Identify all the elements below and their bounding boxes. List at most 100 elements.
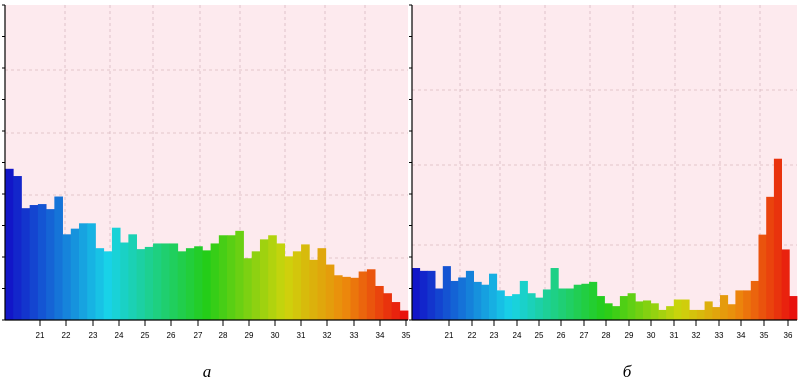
histogram-bar <box>496 290 505 320</box>
histogram-bar <box>481 284 490 320</box>
histogram-bar <box>673 299 682 320</box>
histogram-bar <box>144 246 154 320</box>
x-tick-label: 21 <box>36 331 45 340</box>
histogram-bar <box>773 158 782 320</box>
histogram-bar <box>743 290 752 320</box>
histogram-bar <box>350 277 360 320</box>
histogram-bar <box>489 273 498 320</box>
histogram-bar <box>103 251 113 320</box>
histogram-bar <box>317 248 327 320</box>
histogram-bar <box>589 281 598 320</box>
histogram-bar <box>136 249 146 321</box>
histogram-bar <box>5 168 14 320</box>
histogram-bar <box>87 223 96 320</box>
x-tick-label: 23 <box>89 331 98 340</box>
histogram-bar <box>62 234 72 320</box>
histogram-bar <box>161 243 170 320</box>
histogram-bar <box>301 244 310 320</box>
histogram-bar <box>712 307 721 320</box>
histogram-bar <box>153 243 162 320</box>
histogram-bar <box>243 258 253 320</box>
histogram-bar <box>789 296 798 320</box>
histogram-bar <box>227 235 236 320</box>
histogram-bar <box>720 295 729 320</box>
histogram-bar <box>535 297 544 320</box>
histogram-bar <box>689 309 698 320</box>
histogram-bar <box>427 270 436 320</box>
x-tick-label: 33 <box>350 331 359 340</box>
x-tick-label: 32 <box>323 331 332 340</box>
histogram-bar <box>627 293 636 320</box>
histogram-bar <box>527 293 536 320</box>
histogram-panel-a: 21 22 23 24 25 26 27 28 29 30 31 32 33 34 35 а <box>2 4 411 381</box>
x-tick-label: 29 <box>245 331 254 340</box>
histogram-bar <box>750 280 759 320</box>
histogram-bar <box>596 296 605 320</box>
plot-area <box>412 5 797 320</box>
x-tick-label: 24 <box>513 331 522 340</box>
histogram-bar <box>111 227 121 320</box>
histogram-bar <box>37 204 47 320</box>
x-tick-label: 32 <box>692 331 701 340</box>
x-tick-label: 30 <box>271 331 280 340</box>
histogram-bar <box>735 290 744 320</box>
histogram-bar <box>268 235 277 320</box>
histogram-bar <box>95 248 105 320</box>
histogram-bar <box>366 269 376 320</box>
x-tick-label: 27 <box>194 331 203 340</box>
panel-caption: б <box>623 362 632 381</box>
x-tick-label: 34 <box>737 331 746 340</box>
x-tick-label: 34 <box>376 331 385 340</box>
histogram-bar <box>435 288 444 320</box>
x-tick-label: 22 <box>468 331 477 340</box>
histogram-bar <box>558 288 567 320</box>
histogram-bar <box>13 176 22 320</box>
histogram-bar <box>54 196 63 320</box>
histogram-panel-b: 21 22 23 24 25 26 27 28 29 30 31 32 33 34 35 36 б <box>409 4 798 381</box>
histogram-bar <box>185 248 195 320</box>
histogram-bar <box>604 303 613 320</box>
histogram-bar <box>342 276 351 320</box>
panel-caption: а <box>203 362 212 381</box>
histogram-bar <box>696 309 705 320</box>
histogram-bar <box>643 300 652 320</box>
histogram-bar <box>658 309 667 320</box>
histogram-bar <box>21 208 31 320</box>
histogram-bar <box>650 303 659 320</box>
histogram-bar <box>781 249 790 320</box>
histogram-bar <box>635 301 644 320</box>
histogram-bar <box>465 270 474 320</box>
histogram-bar <box>309 259 318 320</box>
histogram-bar <box>325 264 335 320</box>
histogram-bar <box>128 234 137 320</box>
histogram-bar <box>235 230 244 320</box>
histogram-bar <box>218 235 228 320</box>
histogram-bar <box>292 251 302 320</box>
histogram-bar <box>177 251 187 320</box>
x-tick-label: 30 <box>647 331 656 340</box>
x-tick-label: 22 <box>62 331 71 340</box>
histogram-bar <box>550 268 559 320</box>
histogram-bar <box>46 209 55 320</box>
x-tick-label: 29 <box>625 331 634 340</box>
histogram-bar <box>358 271 368 320</box>
histogram-bar <box>251 251 261 320</box>
histogram-bar <box>666 306 675 320</box>
histogram-bar <box>284 256 294 320</box>
x-tick-label: 31 <box>670 331 679 340</box>
histogram-bar <box>766 196 775 320</box>
histogram-bar <box>619 296 628 320</box>
histogram-bar <box>375 285 384 320</box>
histogram-bar <box>727 304 736 320</box>
histogram-bar <box>566 288 575 320</box>
histogram-bar <box>210 243 220 320</box>
histogram-bar <box>259 239 269 320</box>
x-tick-label: 24 <box>115 331 124 340</box>
x-tick-label: 26 <box>557 331 566 340</box>
x-tick-label: 33 <box>715 331 724 340</box>
histogram-bar <box>79 223 88 320</box>
histogram-bar <box>333 275 343 320</box>
x-tick-label: 28 <box>602 331 611 340</box>
histogram-bar <box>442 266 451 320</box>
